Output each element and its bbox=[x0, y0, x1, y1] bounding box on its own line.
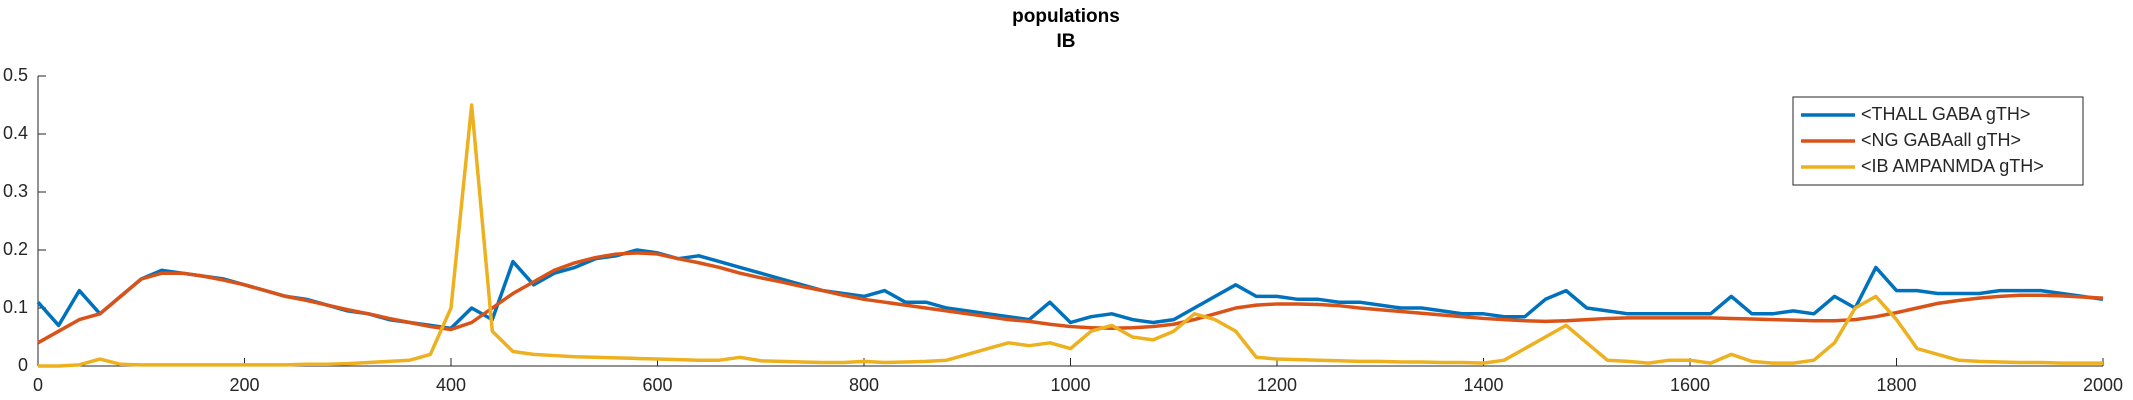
legend-label: <NG GABAall gTH> bbox=[1861, 130, 2021, 150]
y-tick-label: 0 bbox=[18, 355, 28, 375]
x-tick-label: 1800 bbox=[1876, 375, 1916, 395]
x-tick-label: 1400 bbox=[1463, 375, 1503, 395]
series-line bbox=[36, 248, 2104, 331]
y-tick-label: 0.1 bbox=[3, 297, 28, 317]
y-tick-label: 0.4 bbox=[3, 123, 28, 143]
x-tick-label: 0 bbox=[33, 375, 43, 395]
chart-title: populations bbox=[1012, 6, 1120, 27]
legend-label: <THALL GABA gTH> bbox=[1861, 104, 2030, 124]
y-tick-label: 0.3 bbox=[3, 181, 28, 201]
y-tick-label: 0.2 bbox=[3, 239, 28, 259]
x-tick-label: 1600 bbox=[1670, 375, 1710, 395]
legend-label: <IB AMPANMDA gTH> bbox=[1861, 156, 2044, 176]
x-tick-label: 600 bbox=[642, 375, 672, 395]
series-line bbox=[38, 103, 2103, 368]
chart-subtitle: IB bbox=[1057, 31, 1076, 52]
y-tick-label: 0.5 bbox=[3, 65, 28, 85]
x-tick-label: 400 bbox=[436, 375, 466, 395]
x-tick-label: 1000 bbox=[1050, 375, 1090, 395]
x-tick-label: 1200 bbox=[1257, 375, 1297, 395]
series-line bbox=[37, 251, 2104, 345]
x-tick-label: 800 bbox=[849, 375, 879, 395]
x-tick-label: 200 bbox=[229, 375, 259, 395]
x-tick-label: 2000 bbox=[2083, 375, 2123, 395]
